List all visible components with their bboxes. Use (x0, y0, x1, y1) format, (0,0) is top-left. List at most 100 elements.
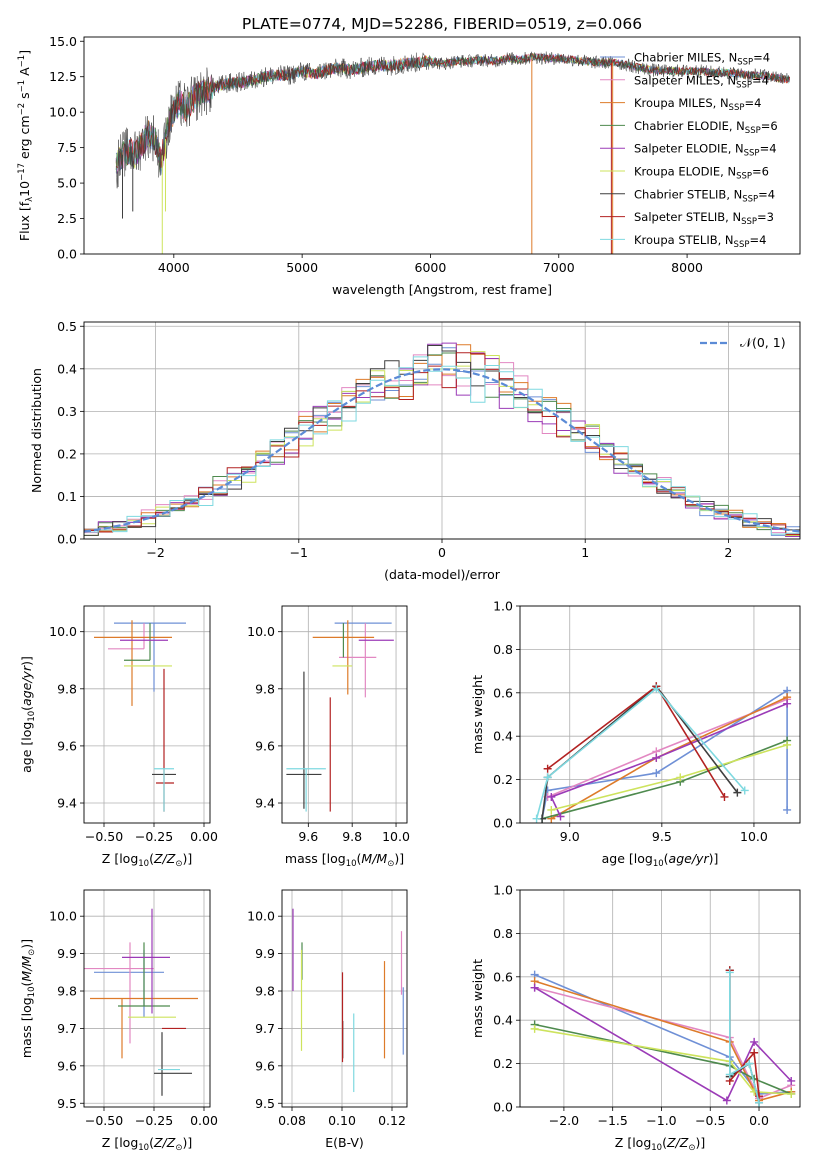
axes-age-Z: −0.50 −0.25 0.00 9.4 9.6 9.8 10.0 Z [log10(Z/Z⊙… (19, 605, 218, 869)
y-tick-label: 0.1 (57, 489, 77, 504)
y-tick-label: 15.0 (49, 34, 77, 49)
y-tick-label: 10.0 (247, 624, 275, 639)
y-tick-label: 12.5 (49, 69, 77, 84)
axes-frame (83, 605, 211, 824)
histograms (84, 342, 800, 538)
axes-age-mass: 9.6 9.8 10.0 9.4 9.6 9.8 10.0 mass [log10(M/M⊙)… (247, 605, 410, 869)
y-tick-label: 0.2 (493, 1056, 513, 1071)
x-tick-label: −0.5 (695, 1113, 725, 1128)
weight-marker (547, 792, 556, 801)
weight-marker (543, 773, 552, 782)
y-tick-label: 10.0 (247, 909, 275, 924)
x-tick-label: 9.5 (652, 829, 672, 844)
x-tick-label: 0.00 (190, 1113, 218, 1128)
plot-area (94, 620, 186, 812)
weight-marker (787, 1089, 796, 1098)
x-tick-label: 10.0 (740, 829, 768, 844)
y-tick-label: 10.0 (49, 909, 77, 924)
y-tick-label: 9.6 (57, 1058, 77, 1073)
axes-residuals: −2 −1 0 1 2 0.0 0.1 0.2 0.3 0.4 0.5 𝒩(0, 1) (data-mo… (29, 319, 801, 582)
x-axis-label: E(B-V) (325, 1135, 364, 1150)
y-tick-label: 9.6 (57, 738, 77, 753)
x-tick-label: 0.0 (749, 1113, 769, 1128)
y-tick-label: 0.6 (493, 685, 513, 700)
x-tick-label: −1.0 (646, 1113, 676, 1128)
y-tick-label: 0.0 (493, 816, 513, 831)
errorbars (84, 908, 198, 1096)
errorbars (292, 908, 404, 1093)
y-axis-label: mass weight (470, 959, 485, 1038)
x-axis-label: mass [log10(M/M⊙)] (285, 851, 404, 869)
errorbars (94, 620, 186, 812)
legend-entry: Salpeter STELIB, NSSP=3 (634, 210, 774, 227)
plot-area (530, 966, 796, 1107)
y-axis-label-text: Flux [fλ10−17 erg cm−2 s−1 A−1] (17, 50, 35, 241)
x-tick-label: 6000 (415, 260, 447, 275)
x-tick-label: −0.25 (135, 829, 173, 844)
spectrum-lines (115, 51, 791, 254)
weight-marker (556, 812, 565, 821)
y-axis-label-text: age [log10(age/yr)] (19, 656, 37, 773)
y-tick-label: 9.4 (57, 796, 77, 811)
weight-series-line (534, 1028, 792, 1095)
legend-entry: Salpeter ELODIE, NSSP=4 (634, 142, 777, 159)
weight-marker (750, 1048, 759, 1057)
axes-frame (281, 889, 408, 1108)
weight-marker (783, 740, 792, 749)
axes-mass-Z: −0.50 −0.25 0.00 9.5 9.6 9.7 9.8 9.9 10.0 Z [log1… (19, 889, 218, 1153)
x-axis-label: age [log10(age/yr)] (602, 851, 719, 869)
y-tick-label: 0.8 (493, 642, 513, 657)
x-axis-label: wavelength [Angstrom, rest frame] (332, 282, 552, 297)
plot-area (84, 908, 198, 1096)
weight-series-line (535, 687, 746, 819)
weight-series-line (728, 972, 760, 1103)
weight-series-line (541, 685, 739, 819)
legend-entry: Chabrier STELIB, NSSP=4 (634, 187, 775, 204)
y-axis-label: mass [log10(M/M⊙)] (19, 939, 37, 1058)
y-tick-label: 2.5 (57, 211, 77, 226)
axes-weight-age: 9.0 9.5 10.0 0.0 0.2 0.4 0.6 0.8 1.0 age [log10(a… (470, 599, 801, 869)
x-axis-label: Z [log10(Z/Z⊙)] (102, 851, 192, 869)
y-tick-label: 0.0 (57, 247, 77, 262)
weight-marker (725, 968, 734, 977)
weight-marker (530, 1024, 539, 1033)
x-tick-label: 0 (438, 545, 446, 560)
axes-mass-EBV: 0.08 0.10 0.12 9.5 9.6 9.7 9.8 9.9 10.0 E(B-V) (247, 889, 408, 1150)
weight-marker (733, 788, 742, 797)
plot-area (532, 682, 792, 823)
axes-spectrum: 4000 5000 6000 7000 8000 0.0 2.5 5.0 7.5 10.0 12.5… (17, 34, 801, 297)
errorbars (286, 620, 394, 812)
weight-marker (532, 814, 541, 823)
x-tick-label: 8000 (671, 260, 703, 275)
x-axis-label: (data-model)/error (384, 567, 501, 582)
histogram-step (84, 356, 800, 537)
y-tick-label: 0.2 (493, 772, 513, 787)
y-axis-label: Normed distribution (29, 368, 44, 493)
weight-lines (530, 966, 796, 1107)
legend-entry: Kroupa MILES, NSSP=4 (634, 96, 761, 113)
legend-entry: Chabrier MILES, NSSP=4 (634, 51, 770, 68)
y-tick-label: 0.4 (493, 729, 513, 744)
weight-marker (530, 983, 539, 992)
weight-series-line (534, 986, 792, 1102)
weight-marker (725, 1070, 734, 1079)
y-tick-label: 9.8 (57, 984, 77, 999)
y-tick-label: 10.0 (49, 624, 77, 639)
weight-marker (547, 805, 556, 814)
weight-marker (787, 1076, 796, 1085)
x-tick-label: 4000 (158, 260, 190, 275)
weight-marker (755, 1098, 764, 1107)
y-axis-label: mass weight (470, 675, 485, 754)
legend-entry: 𝒩(0, 1) (740, 335, 786, 350)
y-axis-label-text: mass [log10(M/M⊙)] (19, 939, 37, 1058)
weight-marker (745, 1059, 754, 1068)
weight-lines (532, 682, 792, 823)
plot-area (115, 51, 791, 254)
y-tick-label: 1.0 (493, 599, 513, 614)
plot-area (292, 908, 404, 1093)
y-tick-label: 0.4 (493, 1013, 513, 1028)
weight-marker (740, 786, 749, 795)
plot-area (286, 620, 394, 812)
x-tick-label: −0.25 (135, 1113, 173, 1128)
